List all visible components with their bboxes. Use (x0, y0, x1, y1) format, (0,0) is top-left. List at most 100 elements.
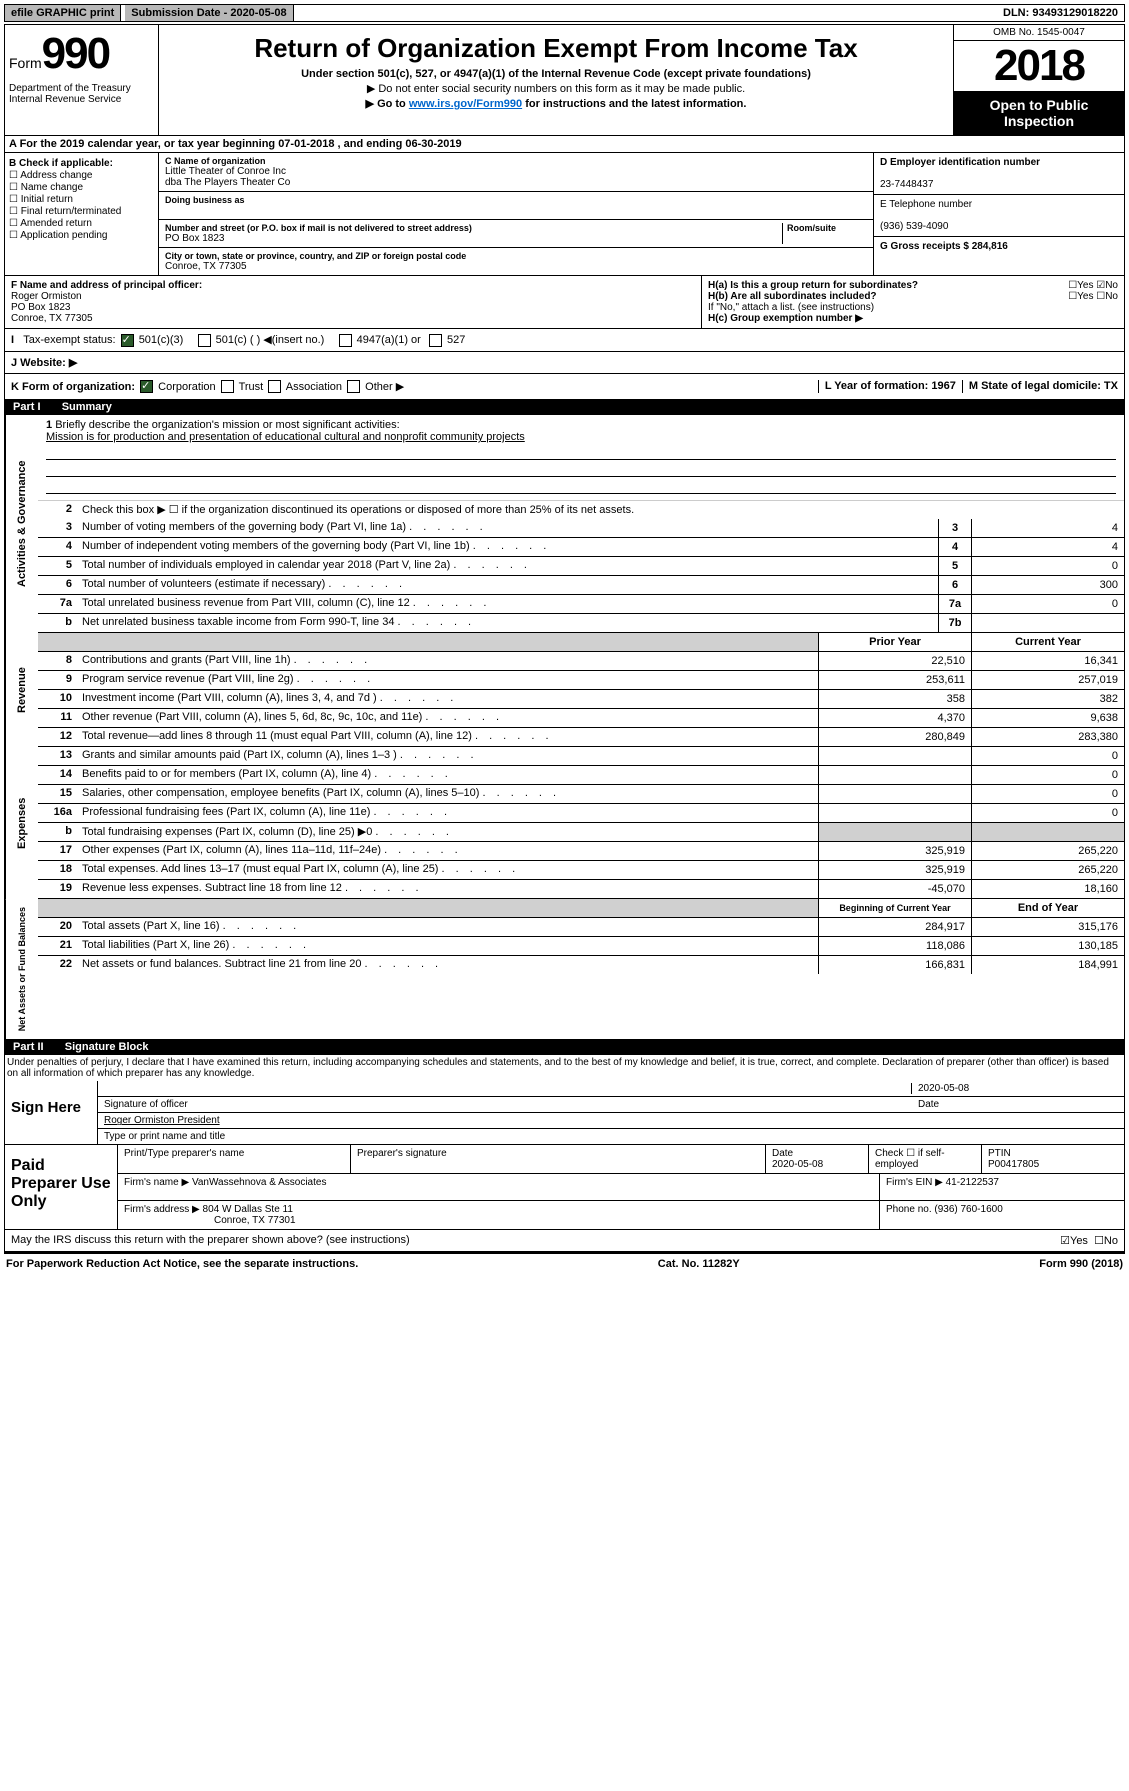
line-7a: 7aTotal unrelated business revenue from … (38, 595, 1124, 614)
line-13: 13Grants and similar amounts paid (Part … (38, 747, 1124, 766)
form-word: Form (9, 55, 42, 71)
tax-year: 2018 (954, 41, 1124, 91)
part2-header: Part II Signature Block (5, 1039, 1124, 1055)
mission-block: 1 Briefly describe the organization's mi… (38, 415, 1124, 501)
hdr-pycy: Prior YearCurrent Year (38, 633, 1124, 652)
form-number: 990 (42, 29, 109, 78)
hb: H(b) Are all subordinates included? ☐Yes… (708, 291, 1118, 302)
org-name: C Name of organization Little Theater of… (159, 153, 873, 192)
address: Number and street (or P.O. box if mail i… (159, 220, 873, 248)
side-net: Net Assets or Fund Balances (5, 899, 38, 1039)
col-c: C Name of organization Little Theater of… (159, 153, 873, 275)
form-title: Return of Organization Exempt From Incom… (167, 33, 945, 64)
city: City or town, state or province, country… (159, 248, 873, 275)
note1: ▶ Do not enter social security numbers o… (167, 82, 945, 95)
col-d: D Employer identification number23-74484… (873, 153, 1124, 275)
line-b: bNet unrelated business taxable income f… (38, 614, 1124, 633)
website: J Website: ▶ (5, 351, 1124, 374)
omb: OMB No. 1545-0047 (954, 25, 1124, 41)
side-revenue: Revenue (5, 633, 38, 747)
chk-501c[interactable] (198, 334, 211, 347)
section-bcd: B Check if applicable: ☐ Address change … (5, 152, 1124, 275)
top-bar: efile GRAPHIC print Submission Date - 20… (4, 4, 1125, 22)
tax-status: I Tax-exempt status: 501(c)(3) 501(c) ( … (5, 328, 1124, 351)
chk-trust[interactable] (221, 380, 234, 393)
col-f: F Name and address of principal officer:… (5, 276, 701, 328)
chk-name[interactable]: ☐ Name change (9, 182, 154, 193)
line-10: 10Investment income (Part VIII, column (… (38, 690, 1124, 709)
chk-assoc[interactable] (268, 380, 281, 393)
line-3: 3Number of voting members of the governi… (38, 519, 1124, 538)
line-20: 20Total assets (Part X, line 16) . . . .… (38, 918, 1124, 937)
open-public: Open to Public Inspection (954, 91, 1124, 135)
irs-link[interactable]: www.irs.gov/Form990 (409, 98, 522, 110)
paid-r1: Print/Type preparer's name Preparer's si… (118, 1145, 1124, 1174)
sign-side: Sign Here (5, 1081, 98, 1144)
form-foot: Form 990 (2018) (1039, 1258, 1123, 1270)
submission-date[interactable]: Submission Date - 2020-05-08 (125, 5, 293, 21)
chk-initial[interactable]: ☐ Initial return (9, 194, 154, 205)
k-row: K Form of organization: Corporation Trus… (5, 374, 1124, 400)
hc: H(c) Group exemption number ▶ (708, 313, 1118, 324)
hb-note: If "No," attach a list. (see instruction… (708, 302, 1118, 313)
penalties: Under penalties of perjury, I declare th… (5, 1055, 1124, 1081)
year-formation: L Year of formation: 1967 (818, 380, 956, 394)
net-block: Net Assets or Fund Balances Beginning of… (5, 899, 1124, 1039)
efile-label[interactable]: efile GRAPHIC print (5, 5, 121, 21)
line-9: 9Program service revenue (Part VIII, lin… (38, 671, 1124, 690)
line-14: 14Benefits paid to or for members (Part … (38, 766, 1124, 785)
line-22: 22Net assets or fund balances. Subtract … (38, 956, 1124, 974)
row-a: A For the 2019 calendar year, or tax yea… (5, 135, 1124, 152)
chk-amended[interactable]: ☐ Amended return (9, 218, 154, 229)
chk-4947[interactable] (339, 334, 352, 347)
line-18: 18Total expenses. Add lines 13–17 (must … (38, 861, 1124, 880)
year-box: OMB No. 1545-0047 2018 Open to Public In… (953, 25, 1124, 135)
paid-r2: Firm's name ▶ VanWassehnova & Associates… (118, 1174, 1124, 1201)
gross: G Gross receipts $ 284,816 (874, 237, 1124, 256)
line-6: 6Total number of volunteers (estimate if… (38, 576, 1124, 595)
chk-other[interactable] (347, 380, 360, 393)
dept-treasury: Department of the Treasury Internal Reve… (9, 79, 154, 109)
chk-527[interactable] (429, 334, 442, 347)
paperwork: For Paperwork Reduction Act Notice, see … (6, 1258, 358, 1270)
note2: ▶ Go to www.irs.gov/Form990 for instruct… (167, 97, 945, 110)
col-h: H(a) Is this a group return for subordin… (701, 276, 1124, 328)
line-19: 19Revenue less expenses. Subtract line 1… (38, 880, 1124, 899)
k-form-org: K Form of organization: Corporation Trus… (11, 380, 812, 394)
side-expenses: Expenses (5, 747, 38, 899)
chk-address[interactable]: ☐ Address change (9, 170, 154, 181)
col-b: B Check if applicable: ☐ Address change … (5, 153, 159, 275)
paid-preparer: Paid Preparer Use Only Print/Type prepar… (5, 1145, 1124, 1230)
paid-r3: Firm's address ▶ 804 W Dallas Ste 11Conr… (118, 1201, 1124, 1229)
expenses-block: Expenses 13Grants and similar amounts pa… (5, 747, 1124, 899)
tel: E Telephone number(936) 539-4090 (874, 195, 1124, 237)
line-11: 11Other revenue (Part VIII, column (A), … (38, 709, 1124, 728)
hdr-bcy: Beginning of Current YearEnd of Year (38, 899, 1124, 918)
state-domicile: M State of legal domicile: TX (962, 380, 1118, 394)
part1-header: Part I Summary (5, 399, 1124, 415)
dba: Doing business as (159, 192, 873, 220)
line2: 2Check this box ▶ ☐ if the organization … (38, 501, 1124, 519)
line-17: 17Other expenses (Part IX, column (A), l… (38, 842, 1124, 861)
chk-pending[interactable]: ☐ Application pending (9, 230, 154, 241)
chk-501c3[interactable] (121, 334, 134, 347)
sign-here: Sign Here 2020-05-08 Signature of office… (5, 1081, 1124, 1145)
chk-corp[interactable] (140, 380, 153, 393)
part1-body: Activities & Governance 1 Briefly descri… (5, 415, 1124, 633)
line-8: 8Contributions and grants (Part VIII, li… (38, 652, 1124, 671)
line-12: 12Total revenue—add lines 8 through 11 (… (38, 728, 1124, 747)
ein: D Employer identification number23-74484… (874, 153, 1124, 195)
line-16a: 16aProfessional fundraising fees (Part I… (38, 804, 1124, 823)
subtitle: Under section 501(c), 527, or 4947(a)(1)… (167, 68, 945, 80)
line-5: 5Total number of individuals employed in… (38, 557, 1124, 576)
revenue-block: Revenue Prior YearCurrent Year 8Contribu… (5, 633, 1124, 747)
form-container: Form990 Department of the Treasury Inter… (4, 24, 1125, 1254)
line-b: bTotal fundraising expenses (Part IX, co… (38, 823, 1124, 842)
ha: H(a) Is this a group return for subordin… (708, 280, 1118, 291)
form-number-box: Form990 Department of the Treasury Inter… (5, 25, 159, 135)
discuss-row: May the IRS discuss this return with the… (5, 1230, 1124, 1253)
b-header: B Check if applicable: (9, 158, 154, 169)
paid-side: Paid Preparer Use Only (5, 1145, 118, 1229)
chk-final[interactable]: ☐ Final return/terminated (9, 206, 154, 217)
header: Form990 Department of the Treasury Inter… (5, 25, 1124, 135)
